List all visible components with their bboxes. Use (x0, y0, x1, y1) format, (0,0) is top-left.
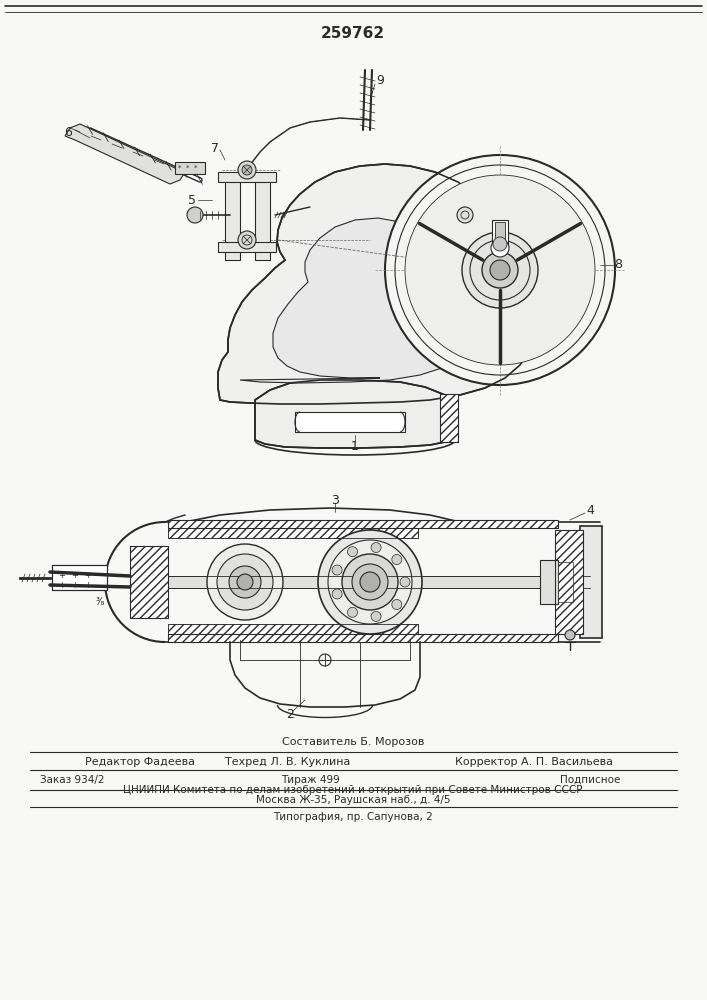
Text: Москва Ж-35, Раушская наб., д. 4/5: Москва Ж-35, Раушская наб., д. 4/5 (256, 795, 450, 805)
Bar (168, 520, 558, 528)
Circle shape (332, 589, 342, 599)
Bar (168, 624, 418, 634)
Text: +: + (59, 580, 66, 589)
Text: 3: 3 (331, 493, 339, 506)
Bar (440, 394, 458, 442)
Bar (168, 520, 558, 528)
Circle shape (187, 207, 203, 223)
Circle shape (238, 231, 256, 249)
Text: +: + (85, 580, 91, 589)
Circle shape (491, 239, 509, 257)
Text: 2: 2 (286, 708, 294, 722)
Circle shape (462, 232, 538, 308)
Circle shape (237, 574, 253, 590)
Text: *: * (194, 165, 198, 171)
Text: 5: 5 (188, 194, 196, 207)
Bar (52, 565, 107, 590)
Circle shape (342, 554, 398, 610)
Text: +: + (71, 570, 78, 580)
Bar (495, 222, 505, 244)
Text: Редактор Фадеева: Редактор Фадеева (85, 757, 195, 767)
Text: 7: 7 (211, 141, 219, 154)
Text: 8: 8 (614, 258, 622, 271)
Bar (168, 634, 558, 642)
Circle shape (332, 565, 342, 575)
Text: Составитель Б. Морозов: Составитель Б. Морозов (282, 737, 424, 747)
Text: +: + (59, 570, 66, 580)
Bar (218, 242, 276, 252)
Bar (440, 394, 458, 442)
Circle shape (207, 544, 283, 620)
Circle shape (360, 572, 380, 592)
Text: Техред Л. В. Куклина: Техред Л. В. Куклина (225, 757, 351, 767)
Text: +: + (71, 580, 78, 589)
Bar (492, 220, 508, 248)
Text: Корректор А. П. Васильева: Корректор А. П. Васильева (455, 757, 613, 767)
Text: ЦНИИПИ Комитета по делам изобретений и открытий при Совете Министров СССР: ЦНИИПИ Комитета по делам изобретений и о… (123, 785, 583, 795)
Text: Тираж 499: Тираж 499 (281, 775, 339, 785)
Text: *: * (187, 165, 189, 171)
Bar (130, 546, 168, 618)
Bar (255, 175, 270, 260)
Text: +: + (85, 570, 91, 580)
Circle shape (457, 207, 473, 223)
Text: Подписное: Подписное (560, 775, 620, 785)
Text: Типография, пр. Сапунова, 2: Типография, пр. Сапунова, 2 (273, 812, 433, 822)
Bar (218, 172, 276, 182)
Circle shape (371, 543, 381, 553)
Bar (555, 530, 583, 634)
Bar (130, 546, 168, 618)
Circle shape (318, 530, 422, 634)
Circle shape (242, 165, 252, 175)
Circle shape (217, 554, 273, 610)
Bar (555, 530, 583, 634)
Circle shape (229, 566, 261, 598)
Circle shape (328, 540, 412, 624)
Circle shape (385, 155, 615, 385)
Text: 6: 6 (64, 125, 72, 138)
Bar (295, 412, 405, 432)
Circle shape (565, 630, 575, 640)
Text: 259762: 259762 (321, 26, 385, 41)
Bar (168, 576, 588, 588)
Text: ³⁄₈: ³⁄₈ (95, 597, 105, 607)
Circle shape (392, 555, 402, 565)
Circle shape (371, 611, 381, 621)
Circle shape (400, 577, 410, 587)
Polygon shape (65, 124, 185, 184)
Bar (168, 634, 558, 642)
Bar (168, 528, 418, 538)
Circle shape (352, 564, 388, 600)
Polygon shape (255, 380, 455, 448)
Bar (225, 175, 240, 260)
Text: 1: 1 (351, 440, 359, 454)
Circle shape (482, 252, 518, 288)
Bar (558, 562, 573, 602)
Bar (168, 528, 418, 538)
Bar (52, 565, 107, 590)
Polygon shape (240, 218, 475, 383)
Polygon shape (218, 164, 535, 404)
Circle shape (392, 599, 402, 609)
Circle shape (405, 175, 595, 365)
Bar (580, 526, 602, 638)
Circle shape (490, 260, 510, 280)
Circle shape (238, 161, 256, 179)
Bar (175, 162, 205, 174)
Circle shape (493, 237, 507, 251)
Text: Заказ 934/2: Заказ 934/2 (40, 775, 105, 785)
Text: 4: 4 (586, 504, 594, 516)
Circle shape (348, 547, 358, 557)
Bar (168, 624, 418, 634)
Bar (540, 560, 558, 604)
Circle shape (348, 607, 358, 617)
Text: 9: 9 (376, 74, 384, 87)
Text: *: * (178, 165, 182, 171)
